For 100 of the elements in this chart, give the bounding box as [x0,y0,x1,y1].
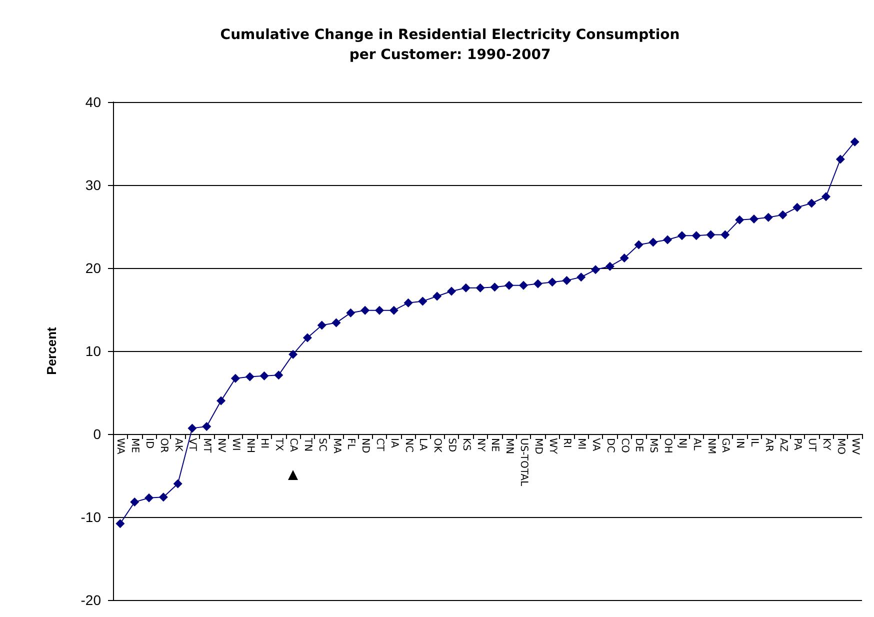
x-tick-label: WA [114,438,126,454]
point [620,254,629,263]
y-axis-title: Percent [44,326,59,375]
point [677,231,686,240]
point [446,286,456,296]
point [764,212,773,222]
x-tick-label: NC [402,438,414,452]
x-tick-label: ND [360,438,371,454]
point [692,231,701,240]
x-tick-label: OR [158,438,169,453]
x-tick-label: MS [648,438,659,453]
y-tick-label: 20 [85,260,102,276]
x-tick-label: WI [230,438,241,451]
x-tick-label: CT [374,438,385,452]
point [432,292,442,301]
point [288,350,298,359]
point [821,192,830,202]
point [648,238,658,247]
x-tick-label: IN [734,438,746,448]
x-tick-label: MO [834,438,846,455]
point [230,374,240,383]
point [605,262,614,271]
x-tick-label: GA [720,438,731,453]
point [476,283,485,292]
point [173,479,182,488]
x-tick-label: NE [489,438,500,452]
x-tick-label: LA [417,438,428,451]
x-tick-label: NY [474,438,486,452]
point [389,306,398,315]
x-tick-label: SD [446,438,457,452]
point [591,265,600,274]
point [461,283,470,292]
x-tick-label: FL [345,438,356,450]
point [188,424,197,433]
point [404,298,413,308]
x-tick-label: MA [330,438,342,454]
x-tick-label: SC [316,438,328,452]
x-tick-label: DC [604,438,616,453]
point [807,198,816,208]
x-tick-label: VT [186,438,198,452]
point [418,296,428,306]
point [260,371,269,380]
x-tick-label: US-TOTAL [518,438,530,487]
x-tick-label: HI [258,438,270,448]
y-tick-label: 30 [85,177,102,193]
x-tick-label: ME [129,438,140,453]
x-tick-label: DE [633,438,644,452]
point [332,318,341,328]
x-tick-label: CO [618,438,630,453]
point [720,230,730,240]
x-tick-label: MI [576,438,587,450]
point [706,230,716,240]
x-tick-label: RI [561,438,572,448]
point [116,519,125,528]
x-tick-label: NH [244,438,256,453]
y-tick-label: 10 [85,343,102,359]
x-tick-label: ID [144,438,155,449]
x-tick-label: MT [201,438,212,454]
point [533,279,542,288]
point [850,137,860,146]
point [576,272,586,282]
x-tick-label: VA [590,438,602,452]
y-tick-label: -10 [80,509,102,525]
x-tick-label: PA [792,438,803,450]
x-tick-label: NM [705,438,716,454]
x-tick-label: AZ [777,438,788,452]
x-tick-label: UT [806,438,818,452]
x-tick-label: AR [762,438,774,452]
x-tick-label: MN [504,438,515,454]
x-tick-label: TN [302,437,313,452]
x-tick-label: IL [748,438,760,447]
point [778,210,788,220]
x-tick-label: CA [288,438,299,452]
point [836,154,845,164]
point [490,282,500,292]
x-tick-label: KY [820,438,832,452]
point [749,214,758,224]
point [360,306,370,315]
x-tick-label: NJ [676,438,688,448]
point [245,372,254,382]
point [130,498,140,507]
point [504,280,514,290]
point [346,308,356,318]
point [562,276,572,285]
point [202,422,212,432]
point [144,493,154,502]
point [663,235,672,244]
point [158,492,168,502]
y-tick-label: -20 [80,592,102,608]
point [519,280,528,290]
x-tick-label: OK [432,438,443,453]
x-tick-label: MD [532,438,544,455]
x-tick-label: NV [216,438,227,452]
point [216,396,226,406]
point [634,240,644,250]
y-tick-label: 40 [85,94,102,110]
point [735,215,744,224]
point [374,306,384,315]
x-tick-label: TX [273,437,284,452]
x-tick-label: IA [388,438,400,448]
